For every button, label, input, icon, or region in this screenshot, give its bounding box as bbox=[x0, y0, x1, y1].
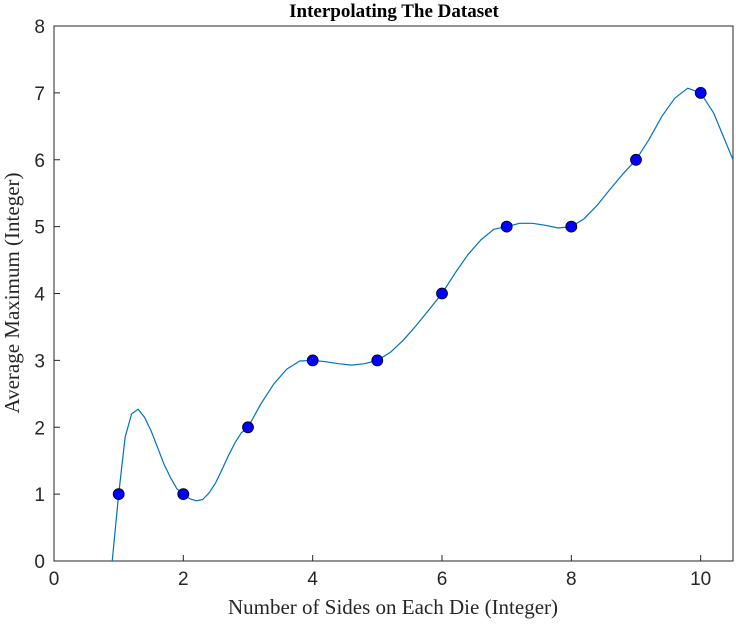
data-point bbox=[630, 153, 642, 166]
data-point bbox=[306, 354, 319, 367]
x-tick-label: 6 bbox=[437, 569, 448, 590]
y-tick-label: 4 bbox=[34, 285, 45, 306]
data-point bbox=[694, 87, 707, 99]
y-tick-label: 7 bbox=[34, 84, 45, 105]
y-tick-label: 1 bbox=[34, 485, 45, 506]
data-point bbox=[112, 488, 125, 501]
x-tick-label: 4 bbox=[307, 569, 318, 590]
y-tick-label: 3 bbox=[34, 351, 45, 372]
y-tick-label: 2 bbox=[34, 418, 45, 439]
x-tick-label: 2 bbox=[178, 569, 189, 590]
data-point bbox=[500, 220, 513, 233]
x-axis-ticks: 0 2 4 6 8 10 bbox=[49, 555, 711, 590]
y-tick-label: 0 bbox=[34, 552, 45, 573]
x-tick-label: 0 bbox=[49, 569, 60, 590]
y-axis-label: Average Maximum (Integer) bbox=[0, 172, 24, 413]
x-tick-label: 8 bbox=[566, 569, 577, 590]
data-point bbox=[242, 421, 254, 434]
y-tick-label: 8 bbox=[34, 17, 45, 38]
data-point bbox=[436, 287, 448, 300]
x-axis-label: Number of Sides on Each Die (Integer) bbox=[228, 595, 558, 619]
interpolation-curve bbox=[111, 87, 733, 561]
y-tick-label: 5 bbox=[34, 218, 45, 239]
data-points-layer bbox=[112, 87, 707, 501]
plot-area bbox=[53, 25, 734, 562]
data-point bbox=[177, 488, 190, 501]
chart-title: Interpolating The Dataset bbox=[289, 1, 499, 22]
data-point bbox=[565, 220, 578, 233]
y-axis-ticks: 0 1 2 3 4 5 6 7 8 bbox=[34, 17, 60, 573]
interpolation-curve-layer bbox=[111, 87, 733, 561]
x-tick-label: 10 bbox=[690, 569, 711, 590]
y-tick-label: 6 bbox=[34, 151, 45, 172]
data-point bbox=[371, 354, 384, 367]
